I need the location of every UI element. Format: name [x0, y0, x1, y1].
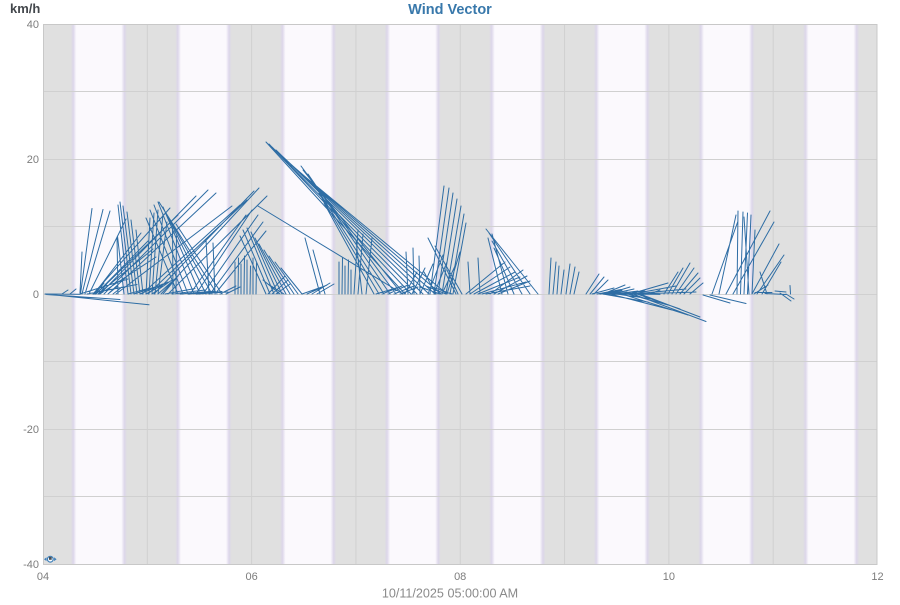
- svg-text:10/11/2025 05:00:00 AM: 10/11/2025 05:00:00 AM: [382, 587, 518, 601]
- svg-text:40: 40: [27, 19, 39, 31]
- svg-text:Wind Vector: Wind Vector: [408, 2, 492, 18]
- svg-text:10: 10: [663, 571, 675, 583]
- svg-text:12: 12: [871, 571, 883, 583]
- svg-text:km/h: km/h: [10, 1, 40, 16]
- svg-text:04: 04: [37, 571, 49, 583]
- svg-text:0: 0: [33, 289, 39, 301]
- svg-text:20: 20: [27, 154, 39, 166]
- svg-text:-20: -20: [23, 424, 39, 436]
- svg-text:08: 08: [454, 571, 466, 583]
- svg-text:06: 06: [245, 571, 257, 583]
- svg-text:-40: -40: [23, 559, 39, 571]
